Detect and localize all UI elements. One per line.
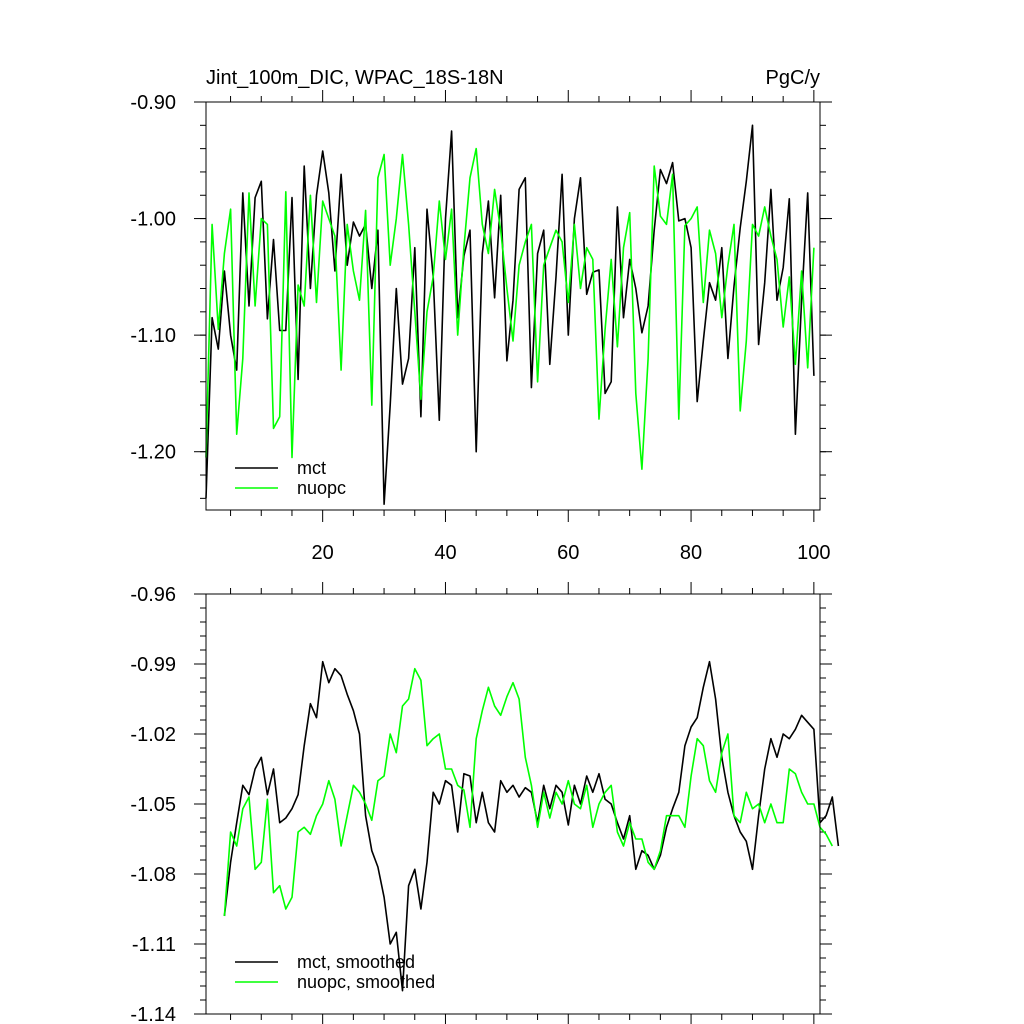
bottom-y-tick-label: -0.99 xyxy=(130,654,176,676)
bottom-legend-label-1: nuopc, smoothed xyxy=(297,972,435,992)
top-ticks: -0.90 -1.00 -1.10 -1.20 20 40 60 80 100 xyxy=(130,90,832,564)
bottom-series-line-1 xyxy=(223,667,834,917)
bottom-y-tick-label: -1.02 xyxy=(130,724,176,746)
top-y-tick-label: -1.20 xyxy=(130,442,176,464)
bottom-y-tick-label: -1.14 xyxy=(130,1004,176,1024)
bottom-y-tick-label: -0.96 xyxy=(130,584,176,606)
bottom-panel: -0.96 -0.99 -1.02 -1.05 -1.08 -1.11 -1.14 mct,… xyxy=(130,582,840,1024)
bottom-y-tick-label: -1.05 xyxy=(130,794,176,816)
top-series xyxy=(205,124,815,506)
bottom-series xyxy=(223,660,840,992)
top-y-tick-label: -1.00 xyxy=(130,209,176,231)
top-legend-label-0: mct xyxy=(297,458,326,478)
top-plot-frame xyxy=(205,101,821,511)
bottom-y-tick-label: -1.11 xyxy=(132,934,176,956)
top-chart-units: PgC/y xyxy=(766,67,820,89)
top-x-tick-label: 60 xyxy=(557,542,579,564)
top-x-tick-label: 100 xyxy=(797,542,830,564)
bottom-ticks: -0.96 -0.99 -1.02 -1.05 -1.08 -1.11 -1.14 xyxy=(130,582,832,1024)
top-chart-title: Jint_100m_DIC, WPAC_18S-18N xyxy=(206,67,504,89)
top-y-tick-label: -1.10 xyxy=(130,325,176,347)
top-legend-label-1: nuopc xyxy=(297,478,346,498)
bottom-y-tick-label: -1.08 xyxy=(130,864,176,886)
top-x-tick-label: 40 xyxy=(434,542,456,564)
top-x-tick-label: 20 xyxy=(312,542,334,564)
bottom-plot-frame xyxy=(205,593,821,1015)
top-series-line-0 xyxy=(205,124,815,506)
top-panel: Jint_100m_DIC, WPAC_18S-18N PgC/y -0.90-… xyxy=(130,67,832,564)
top-x-tick-label: 80 xyxy=(680,542,702,564)
top-y-tick-label: -0.90 xyxy=(130,92,176,114)
bottom-series-line-0 xyxy=(223,660,840,992)
top-series-line-1 xyxy=(205,147,815,471)
bottom-legend-label-0: mct, smoothed xyxy=(297,952,415,972)
